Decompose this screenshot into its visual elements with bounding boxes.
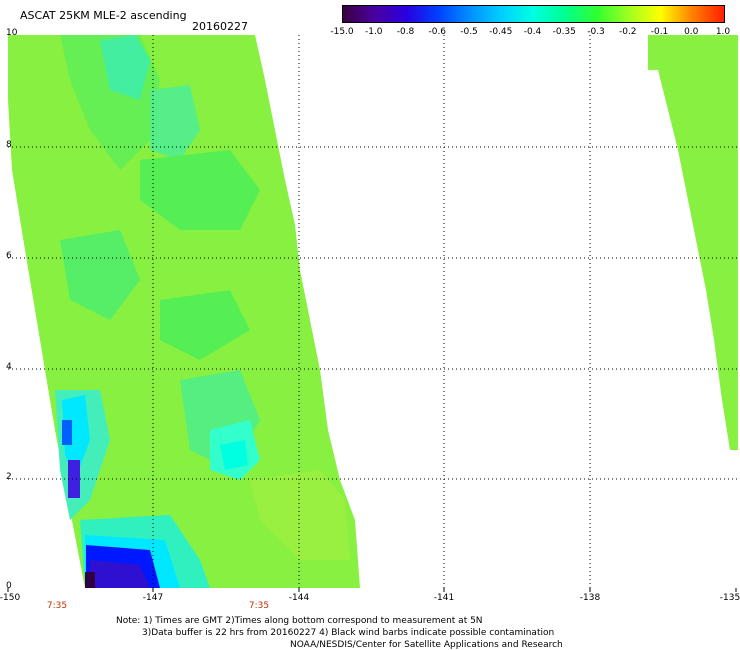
x-tick-label: -150: [0, 593, 21, 603]
colorbar-label: -0.1: [650, 27, 669, 37]
colorbar: [342, 5, 725, 23]
colorbar-label: -0.35: [552, 27, 576, 37]
colorbar-label: -0.3: [587, 27, 605, 37]
x-tick-label: -138: [579, 593, 601, 603]
colorbar-label: -0.4: [523, 27, 542, 37]
colorbar-label: -15.0: [330, 27, 354, 37]
x-tick-label: -144: [288, 593, 310, 603]
colorbar-label: -1.0: [364, 27, 383, 37]
colorbar-label: -0.2: [618, 27, 637, 37]
time-label: 7:35: [46, 601, 68, 611]
colorbar-label: 0.0: [684, 27, 699, 37]
colorbar-label: -0.5: [460, 27, 478, 37]
colorbar-label: -0.8: [396, 27, 415, 37]
y-tick-label: 4: [6, 362, 12, 372]
swath-left: [8, 35, 360, 588]
y-tick-label: 0: [6, 581, 12, 591]
colorbar-label: -0.45: [489, 27, 513, 37]
map-date: 20160227: [192, 20, 248, 33]
note-line-1: Note: 1) Times are GMT 2)Times along bot…: [116, 616, 483, 626]
time-label: 7:35: [248, 601, 270, 611]
colorbar-label: 1.0: [715, 27, 731, 37]
map-title: ASCAT 25KM MLE-2 ascending: [20, 9, 187, 22]
grid-lines: [8, 35, 738, 588]
note-line-2: 3)Data buffer is 22 hrs from 20160227 4)…: [142, 628, 555, 638]
y-tick-label: 2: [6, 472, 12, 482]
note-line-3: NOAA/NESDIS/Center for Satellite Applica…: [290, 640, 563, 650]
x-tick-label: -135: [719, 593, 740, 603]
x-tick-label: -141: [433, 593, 455, 603]
x-tick-label: -147: [142, 593, 164, 603]
colorbar-label: -0.6: [428, 27, 447, 37]
y-tick-label: 8: [6, 140, 12, 150]
axis-ticks: [7, 588, 737, 592]
swath-right: [648, 35, 738, 450]
y-tick-label: 10: [6, 28, 18, 38]
y-tick-label: 6: [6, 251, 12, 261]
